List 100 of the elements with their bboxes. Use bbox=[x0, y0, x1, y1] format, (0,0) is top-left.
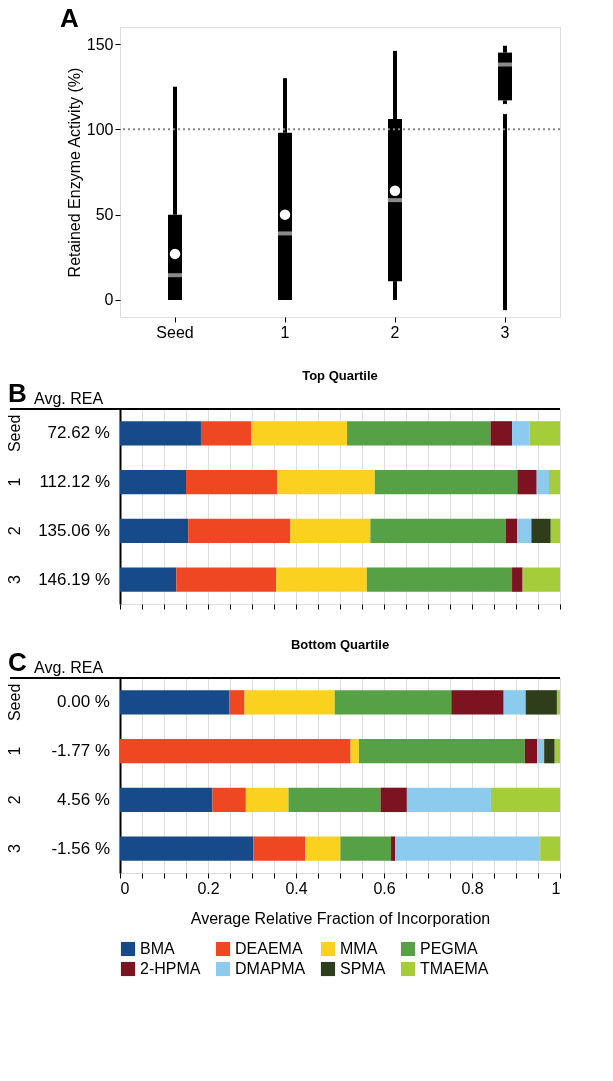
text: B bbox=[8, 378, 27, 408]
bar bbox=[531, 518, 551, 544]
bar bbox=[370, 518, 506, 544]
chart-title: Bottom Quartile bbox=[290, 637, 390, 652]
bar bbox=[451, 690, 504, 715]
bar bbox=[245, 787, 289, 813]
text: 135.06 % bbox=[38, 520, 110, 540]
bar bbox=[556, 690, 560, 715]
bar bbox=[490, 787, 560, 813]
legend-label: PEGMA bbox=[420, 940, 479, 957]
x-tick-label: Seed bbox=[156, 323, 194, 341]
bar bbox=[229, 690, 245, 715]
bar bbox=[406, 787, 491, 813]
legend-label: BMA bbox=[140, 940, 175, 957]
bar bbox=[120, 738, 351, 764]
text: Avg. REA bbox=[34, 659, 104, 676]
bar bbox=[525, 690, 557, 715]
bar bbox=[120, 469, 186, 495]
bar bbox=[505, 518, 518, 544]
bar bbox=[529, 421, 560, 446]
x-tick-label: 0 bbox=[120, 879, 130, 897]
bar bbox=[391, 836, 395, 861]
legend-label: TMAEMA bbox=[420, 960, 489, 977]
bar bbox=[358, 738, 525, 764]
bar bbox=[120, 787, 213, 813]
bar bbox=[517, 518, 532, 544]
bar bbox=[120, 836, 254, 861]
text: 112.12 % bbox=[39, 472, 110, 492]
bar bbox=[347, 421, 491, 446]
bar bbox=[253, 836, 306, 861]
y-tick-label: Seed bbox=[5, 683, 23, 722]
y-axis-title: Retained Enzyme Activity (%) bbox=[65, 67, 83, 278]
bar bbox=[212, 787, 246, 813]
text: -1.56 % bbox=[51, 838, 110, 858]
x-tick-label: 0.6 bbox=[373, 879, 396, 897]
bar bbox=[186, 469, 278, 495]
x-tick-label: 2 bbox=[390, 323, 400, 341]
bar bbox=[120, 690, 230, 715]
bar bbox=[550, 518, 560, 544]
text: Avg. REA bbox=[34, 390, 104, 407]
bar bbox=[503, 690, 526, 715]
y-tick-label: 0 bbox=[104, 291, 114, 309]
y-tick-label: 3 bbox=[5, 844, 23, 854]
bar bbox=[288, 787, 381, 813]
legend-label: SPMA bbox=[340, 960, 386, 977]
y-tick-label: 1 bbox=[5, 477, 23, 487]
text: C bbox=[8, 647, 27, 677]
legend-label: MMA bbox=[340, 940, 378, 957]
text: 146.19 % bbox=[38, 569, 110, 589]
chart-title: Top Quartile bbox=[302, 368, 378, 383]
y-tick-label: 150 bbox=[86, 35, 114, 53]
bar bbox=[537, 738, 545, 764]
bar bbox=[517, 469, 537, 495]
y-tick-label: 2 bbox=[5, 526, 23, 536]
y-tick-label: 100 bbox=[86, 120, 114, 138]
bar bbox=[544, 738, 555, 764]
bar bbox=[380, 787, 407, 813]
bar bbox=[340, 836, 392, 861]
legend-label: DMAPMA bbox=[235, 960, 306, 977]
bar bbox=[536, 469, 549, 495]
bar bbox=[120, 518, 189, 544]
y-tick-label: 3 bbox=[5, 575, 23, 585]
legend-label: DEAEMA bbox=[235, 940, 303, 957]
bar bbox=[549, 469, 560, 495]
bar bbox=[120, 421, 201, 446]
x-axis-title: Average Relative Fraction of Incorporation bbox=[190, 909, 491, 927]
x-tick-label: 0.4 bbox=[285, 879, 308, 897]
x-tick-label: 0.2 bbox=[197, 879, 220, 897]
bar bbox=[512, 421, 530, 446]
text: 72.62 % bbox=[47, 423, 110, 443]
text: 4.56 % bbox=[57, 789, 110, 809]
bar bbox=[200, 421, 252, 446]
bar bbox=[188, 518, 291, 544]
bar bbox=[540, 836, 560, 861]
bar bbox=[290, 518, 371, 544]
y-tick-label: 50 bbox=[95, 206, 114, 224]
bar bbox=[522, 567, 560, 592]
y-tick-label: Seed bbox=[5, 414, 23, 453]
bar bbox=[524, 738, 538, 764]
x-tick-label: 1 bbox=[551, 879, 561, 897]
y-tick-label: 1 bbox=[5, 746, 23, 756]
bar bbox=[334, 690, 452, 715]
bar bbox=[366, 567, 513, 592]
bar bbox=[374, 469, 518, 495]
x-tick-label: 1 bbox=[280, 323, 290, 341]
legend-label: 2-HPMA bbox=[140, 960, 201, 977]
bar bbox=[490, 421, 513, 446]
text: 0.00 % bbox=[57, 692, 110, 712]
bar bbox=[276, 567, 367, 592]
text: -1.77 % bbox=[51, 741, 110, 761]
bar bbox=[554, 738, 560, 764]
bar bbox=[395, 836, 541, 861]
bar bbox=[277, 469, 375, 495]
bar bbox=[512, 567, 523, 592]
x-tick-label: 0.8 bbox=[461, 879, 484, 897]
y-tick-label: 2 bbox=[5, 795, 23, 805]
bar bbox=[305, 836, 341, 861]
bar bbox=[251, 421, 348, 446]
text: A bbox=[60, 3, 79, 33]
bar bbox=[176, 567, 277, 592]
